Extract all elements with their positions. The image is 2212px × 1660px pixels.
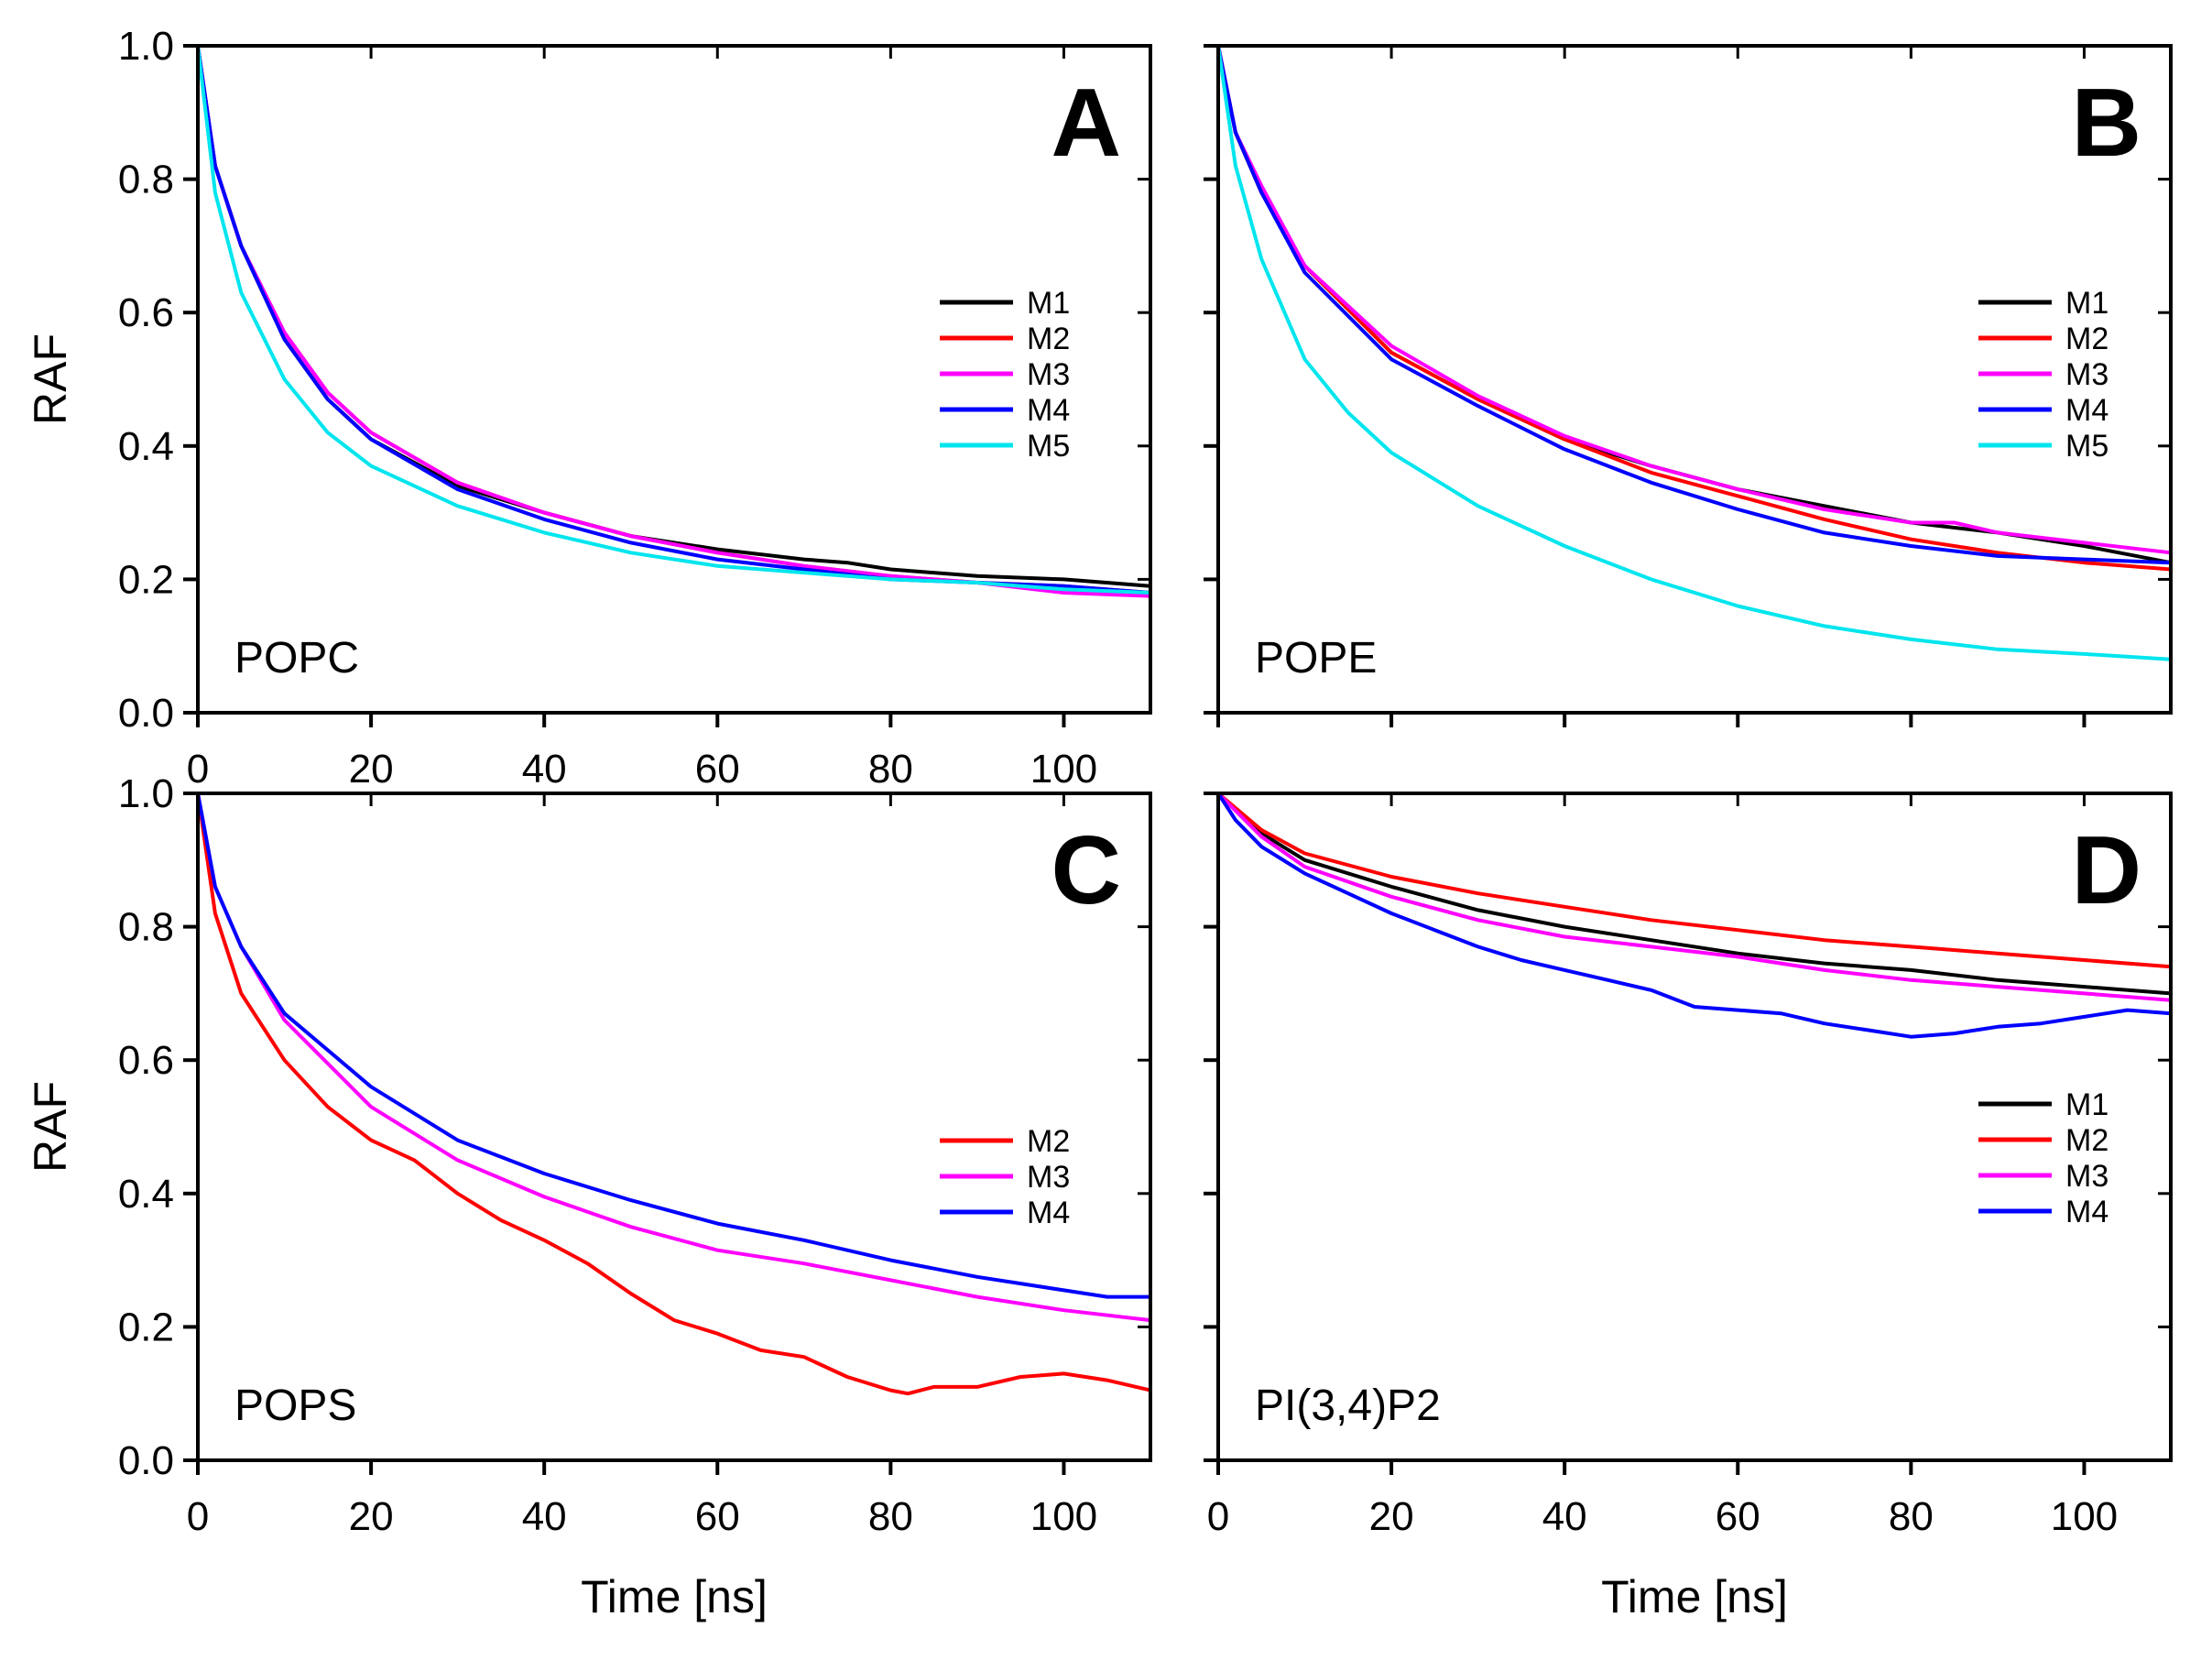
legend-label-m4: M4 — [1027, 393, 1070, 428]
y-tick-label: 0.8 — [118, 905, 174, 950]
panel-c: 0 20 40 60 80 100 0.0 0.2 0.4 0.6 0.8 1.0 RAF Time [n… — [25, 771, 1152, 1622]
y-tick-label: 1.0 — [118, 24, 174, 69]
legend-label-m2: M2 — [2065, 322, 2108, 356]
legend-label-m3: M3 — [2065, 357, 2108, 392]
series-line-m1 — [1216, 792, 2172, 996]
y-tick-label: 0.2 — [118, 1305, 174, 1349]
legend-label-m4: M4 — [2065, 393, 2108, 428]
y-tick-label: 0.0 — [118, 1438, 174, 1483]
series-line-m4 — [196, 792, 1150, 1299]
y-tick-label: 0.4 — [118, 1172, 174, 1217]
plot-frame — [1216, 792, 2173, 1462]
series-line-m5 — [1216, 45, 2172, 661]
x-tick-label: 80 — [1889, 1494, 1934, 1539]
plot-frame — [1216, 44, 2173, 715]
legend-label-m2: M2 — [1027, 1124, 1070, 1159]
x-tick-label: 40 — [1542, 1494, 1587, 1539]
series-line-m3 — [1216, 45, 2172, 555]
legend-label-m1: M1 — [1027, 286, 1070, 321]
panel-letter: C — [1051, 816, 1121, 924]
y-tick-label: 0.4 — [118, 424, 174, 469]
x-axis-title: Time [ns] — [1601, 1571, 1788, 1622]
y-tick-label: 1.0 — [118, 771, 174, 816]
x-tick-label: 60 — [695, 1494, 740, 1539]
y-axis-title: RAF — [25, 1081, 76, 1173]
series-line-m4 — [1216, 45, 2172, 565]
legend-label-m5: M5 — [2065, 429, 2108, 464]
series-line-m3 — [1216, 792, 2172, 1002]
series-line-m2 — [1216, 792, 2172, 969]
x-tick-label: 40 — [522, 747, 567, 792]
legend-label-m2: M2 — [2065, 1123, 2108, 1158]
x-axis-title: Time [ns] — [581, 1571, 768, 1622]
lipid-label: POPC — [234, 634, 359, 683]
series-line-m4 — [196, 45, 1151, 595]
series-line-m2 — [196, 792, 1151, 1396]
y-tick-label: 0.6 — [118, 290, 174, 335]
x-tick-label: 0 — [187, 747, 209, 792]
series-line-m4 — [1216, 792, 2172, 1039]
lipid-label: PI(3,4)P2 — [1255, 1382, 1441, 1430]
x-tick-label: 20 — [349, 747, 394, 792]
x-tick-label: 20 — [1369, 1494, 1414, 1539]
legend-label-m5: M5 — [1027, 429, 1070, 464]
legend-label-m4: M4 — [2065, 1195, 2108, 1229]
series-line-m3 — [196, 792, 1151, 1323]
lipid-label: POPS — [234, 1382, 356, 1430]
x-tick-label: 40 — [522, 1494, 567, 1539]
y-axis-title: RAF — [25, 333, 76, 425]
x-tick-label: 100 — [2051, 1494, 2118, 1539]
x-tick-label: 100 — [1030, 747, 1097, 792]
plot-frame — [196, 792, 1152, 1462]
y-tick-label: 0.2 — [118, 557, 174, 602]
legend-label-m3: M3 — [1027, 357, 1070, 392]
x-tick-label: 80 — [868, 747, 913, 792]
panel-letter: B — [2071, 69, 2141, 177]
series-line-m2 — [1216, 45, 2172, 572]
x-tick-label: 0 — [187, 1494, 209, 1539]
panel-a: 0 20 40 60 80 100 0.0 0.2 0.4 0.6 0.8 1.0 RAF A POPC M1… — [25, 24, 1152, 792]
x-tick-label: 60 — [695, 747, 740, 792]
y-tick-label: 0.6 — [118, 1038, 174, 1083]
lipid-label: POPE — [1255, 634, 1377, 683]
legend-label-m2: M2 — [1027, 322, 1070, 356]
series-line-m1 — [196, 45, 1151, 588]
legend-label-m3: M3 — [2065, 1159, 2108, 1194]
legend-label-m1: M1 — [2065, 1087, 2108, 1122]
series-line-m2 — [196, 45, 1151, 595]
y-tick-label: 0.8 — [118, 158, 174, 202]
panel-letter: A — [1051, 69, 1121, 177]
panel-letter: D — [2071, 816, 2141, 924]
plot-frame — [196, 44, 1152, 715]
legend-label-m3: M3 — [1027, 1160, 1070, 1195]
x-tick-label: 20 — [349, 1494, 394, 1539]
x-tick-label: 100 — [1030, 1494, 1097, 1539]
series-line-m5 — [196, 45, 1151, 595]
x-tick-label: 0 — [1207, 1494, 1229, 1539]
x-tick-label: 80 — [868, 1494, 913, 1539]
legend-label-m1: M1 — [2065, 286, 2108, 321]
y-tick-label: 0.0 — [118, 691, 174, 736]
x-tick-label: 60 — [1716, 1494, 1760, 1539]
legend-label-m4: M4 — [1027, 1196, 1070, 1230]
series-line-m3 — [196, 45, 1151, 598]
